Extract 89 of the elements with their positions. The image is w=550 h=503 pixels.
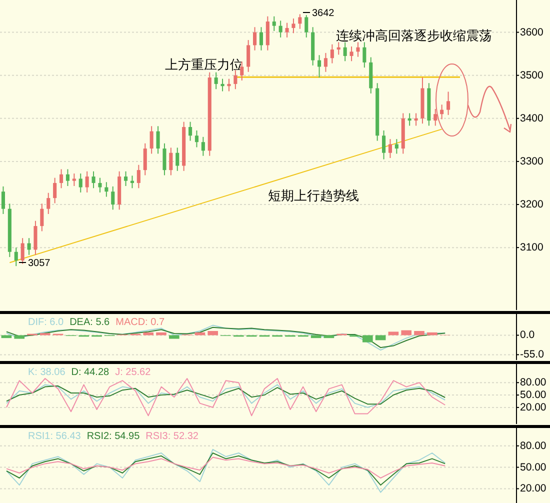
candlestick [266, 16, 270, 51]
candlestick [408, 112, 412, 126]
y-tick-label: 0.0 [520, 329, 535, 342]
candlestick [162, 142, 166, 176]
candlestick [330, 44, 334, 64]
candlestick [150, 126, 154, 154]
candlestick [1, 186, 5, 214]
candlestick [414, 112, 418, 126]
line-series [6, 456, 446, 478]
candlestick [72, 173, 76, 186]
candlestick [278, 20, 282, 38]
candlestick [143, 142, 147, 176]
candlestick [362, 42, 366, 68]
candlestick [34, 220, 38, 256]
candlestick [220, 78, 224, 92]
candlestick [214, 72, 218, 90]
annotation: 短期上行趋势线 [268, 188, 359, 203]
candlestick [253, 26, 257, 51]
candlestick [40, 203, 44, 232]
candlestick [234, 70, 238, 90]
candlestick [156, 126, 160, 154]
y-tick-label: 3300 [520, 155, 544, 168]
series-label: DIF: 6.0 [28, 317, 64, 328]
candlestick [85, 170, 89, 193]
candlestick [201, 136, 205, 156]
candlestick [350, 46, 354, 62]
candlestick [194, 130, 198, 148]
candlestick [92, 170, 96, 189]
series-label: RSI3: 52.32 [146, 431, 199, 442]
y-tick-label: 3600 [520, 26, 544, 38]
y-tick-label: 3400 [520, 112, 544, 124]
text: RSI1: 56.43 [28, 431, 82, 442]
candlestick [446, 91, 450, 116]
series-label: J: 25.62 [115, 367, 152, 378]
candlestick [285, 22, 289, 38]
y-tick-label: 20.00 [520, 401, 546, 414]
series-label: K: 38.06 [28, 367, 66, 378]
y-tick-label: 20.00 [520, 482, 546, 495]
candlestick [46, 192, 50, 214]
candlestick [124, 170, 128, 186]
line-series [6, 448, 446, 493]
candlestick [188, 121, 192, 142]
y-tick-label: 3500 [520, 69, 544, 82]
candlestick [434, 108, 438, 126]
series-label: D: 44.28 [71, 367, 110, 378]
candlestick [227, 78, 231, 92]
candlestick [356, 42, 360, 58]
candlestick [318, 54, 322, 78]
candlestick [304, 14, 308, 38]
y-tick-label: 80.00 [520, 376, 546, 389]
candlestick [259, 26, 263, 51]
candlestick [246, 40, 250, 72]
candlestick [394, 138, 398, 154]
candlestick [440, 104, 444, 120]
y-tick-label: -55.0 [520, 348, 544, 361]
line-series [6, 452, 446, 486]
candlestick [336, 42, 340, 56]
series-label: DEA: 5.6 [70, 317, 110, 328]
annotation: 3642 [312, 8, 335, 19]
line-series [6, 378, 446, 416]
candlestick [104, 182, 108, 198]
candlestick [169, 147, 173, 176]
candlestick [292, 18, 296, 34]
y-tick-label: 80.00 [520, 440, 546, 452]
candlestick [98, 177, 102, 193]
candlestick [27, 238, 31, 256]
annotation: 连续冲高回落逐步收缩震荡 [336, 28, 492, 43]
candlestick [382, 130, 386, 160]
candlestick [388, 138, 392, 159]
candlestick [130, 175, 134, 189]
candlestick [136, 164, 140, 189]
candlestick [53, 177, 57, 204]
candlestick [298, 14, 302, 30]
y-tick-label: 3200 [520, 198, 544, 211]
candlestick [111, 186, 115, 210]
y-tick-label: 50.00 [520, 461, 546, 474]
annotation: 3057 [28, 258, 51, 269]
candlestick [60, 168, 64, 189]
candlestick [343, 42, 347, 62]
candlestick [78, 173, 82, 193]
series-label: MACD: 0.7 [116, 317, 165, 328]
candlestick [324, 52, 328, 72]
candlestick [176, 147, 180, 172]
candlestick [66, 168, 70, 186]
candlestick [14, 247, 18, 267]
series-label: RSI2: 54.95 [86, 431, 140, 442]
y-tick-label: 3100 [520, 242, 544, 254]
y-tick-label: 50.00 [520, 389, 546, 402]
candlestick [272, 16, 276, 32]
